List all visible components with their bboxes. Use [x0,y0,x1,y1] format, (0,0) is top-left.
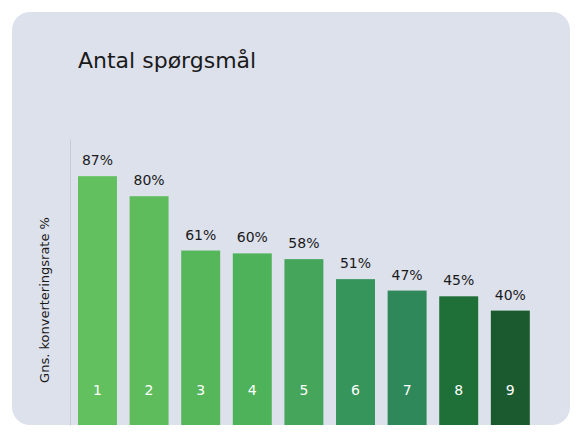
bar [388,291,427,425]
category-label: 2 [145,382,154,398]
y-axis-line [70,140,71,426]
data-label: 45% [443,272,474,288]
chart-title: Antal spørgsmål [78,48,256,73]
y-axis-label: Gns. konverteringsrate % [37,217,52,383]
y-axis [70,140,71,426]
bars [78,176,530,425]
category-label: 1 [93,382,102,398]
category-label: 6 [351,382,360,398]
data-label: 87% [82,152,113,168]
data-label: 47% [392,267,423,283]
card-background [12,12,570,425]
category-label: 3 [196,382,205,398]
bar [130,196,169,425]
category-label: 8 [454,382,463,398]
bar [181,251,220,425]
data-label: 58% [288,235,319,251]
category-label: 5 [299,382,308,398]
data-label: 80% [134,172,165,188]
data-label: 51% [340,255,371,271]
chart: Antal spørgsmål Gns. konverteringsrate % 1… [0,0,582,442]
bar [336,279,375,425]
bar [233,253,272,425]
bar [284,259,323,425]
bar [491,311,530,425]
data-label: 40% [495,287,526,303]
category-label: 4 [248,382,257,398]
category-label: 7 [403,382,412,398]
bar [439,296,478,425]
data-label: 61% [185,227,216,243]
bar [78,176,117,425]
category-label: 9 [506,382,515,398]
data-label: 60% [237,229,268,245]
